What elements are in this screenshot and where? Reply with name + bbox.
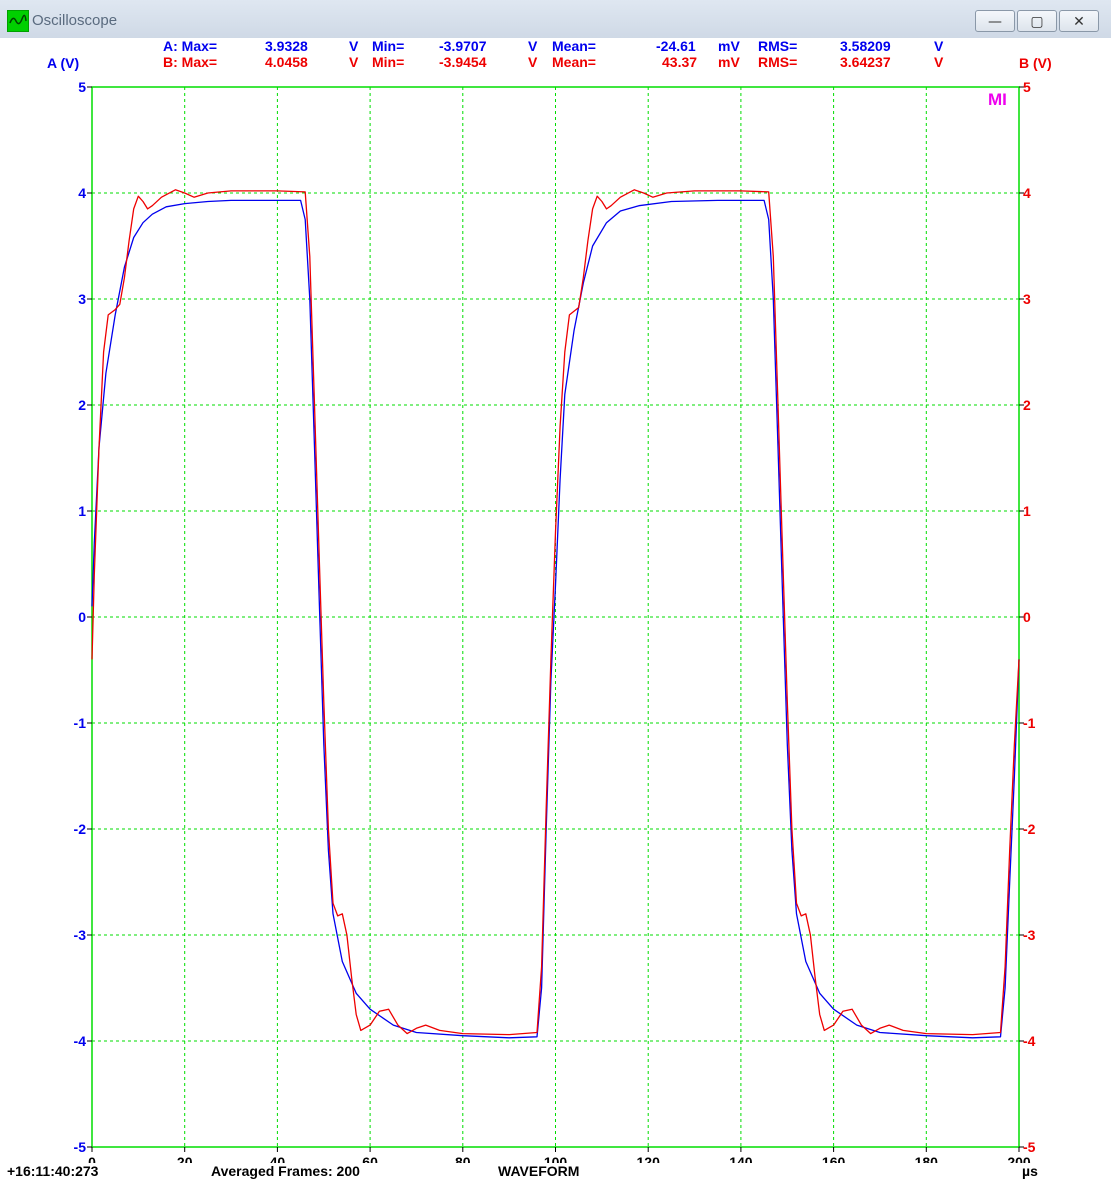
x-tick-label: 20	[177, 1154, 193, 1163]
b-rms-value: 3.64237	[840, 54, 891, 70]
a-min-value: -3.9707	[439, 38, 487, 54]
b-max-value: 4.0458	[265, 54, 308, 70]
a-min-unit: V	[528, 38, 538, 54]
right-tick-label: 5	[1023, 82, 1031, 95]
right-tick-label: -5	[1023, 1139, 1036, 1155]
x-tick-label: 200	[1007, 1154, 1031, 1163]
left-axis-ticks: 5 4 3 2 1 0 -1 -2 -3 -4 -5	[74, 82, 92, 1155]
right-tick-label: -4	[1023, 1033, 1036, 1049]
right-tick-label: -3	[1023, 927, 1036, 943]
b-mean-label: Mean=	[552, 54, 596, 70]
x-tick-label: 180	[915, 1154, 939, 1163]
left-axis-label: A (V)	[47, 55, 80, 71]
b-mean-unit: mV	[718, 54, 740, 70]
b-max-unit: V	[349, 54, 359, 70]
left-tick-label: 2	[78, 397, 86, 413]
a-rms-unit: V	[934, 38, 944, 54]
a-rms-value: 3.58209	[840, 38, 891, 54]
x-tick-label: 140	[729, 1154, 753, 1163]
right-tick-label: 2	[1023, 397, 1031, 413]
x-tick-label: 60	[362, 1154, 378, 1163]
x-tick-label: 120	[637, 1154, 661, 1163]
a-mean-value: -24.61	[656, 38, 696, 54]
left-tick-label: -5	[74, 1139, 87, 1155]
x-tick-label: 100	[544, 1154, 568, 1163]
averaged-frames: Averaged Frames: 200	[211, 1163, 360, 1179]
b-rms-unit: V	[934, 54, 944, 70]
marker-label: MI	[988, 90, 1007, 109]
x-tick-label: 0	[88, 1154, 96, 1163]
series-a-trace	[91, 199, 1020, 1039]
waveform-chart[interactable]: 5 4 3 2 1 0 -1 -2 -3 -4 -5 5 4 3 2 1 0 -1 -2 -3 -4 -5 0 20 40 6…	[0, 82, 1111, 1163]
left-tick-label: 1	[78, 503, 86, 519]
grid	[91, 86, 1020, 1148]
minimize-button[interactable]: —	[975, 10, 1015, 32]
left-tick-label: 0	[78, 609, 86, 625]
maximize-button[interactable]: ▢	[1017, 10, 1057, 32]
right-axis-ticks: 5 4 3 2 1 0 -1 -2 -3 -4 -5	[1019, 82, 1036, 1155]
left-tick-label: 4	[78, 185, 86, 201]
left-tick-label: -2	[74, 821, 87, 837]
a-rms-label: RMS=	[758, 38, 798, 54]
a-min-label: Min=	[372, 38, 405, 54]
right-tick-label: 1	[1023, 503, 1031, 519]
a-mean-label: Mean=	[552, 38, 596, 54]
x-tick-label: 80	[455, 1154, 471, 1163]
oscilloscope-icon	[7, 10, 29, 32]
right-tick-label: 0	[1023, 609, 1031, 625]
right-tick-label: 3	[1023, 291, 1031, 307]
x-tick-label: 40	[270, 1154, 286, 1163]
b-rms-label: RMS=	[758, 54, 798, 70]
left-tick-label: -3	[74, 927, 87, 943]
x-tick-label: 160	[822, 1154, 846, 1163]
right-tick-label: -2	[1023, 821, 1036, 837]
right-axis-label: B (V)	[1019, 55, 1052, 71]
left-tick-label: 3	[78, 291, 86, 307]
a-max-value: 3.9328	[265, 38, 308, 54]
b-min-value: -3.9454	[439, 54, 487, 70]
left-tick-label: -1	[74, 715, 87, 731]
b-max-label: B: Max=	[163, 54, 218, 70]
display-mode: WAVEFORM	[498, 1163, 580, 1179]
series-b-trace	[91, 189, 1020, 1036]
right-tick-label: -1	[1023, 715, 1036, 731]
x-axis-ticks: 0 20 40 60 80 100 120 140 160 180 200	[88, 1147, 1031, 1163]
right-tick-label: 4	[1023, 185, 1031, 201]
a-max-unit: V	[349, 38, 359, 54]
timestamp: +16:11:40:273	[7, 1163, 99, 1179]
left-tick-label: 5	[78, 82, 86, 95]
traces	[91, 189, 1020, 1039]
left-tick-label: -4	[74, 1033, 87, 1049]
close-button[interactable]: ✕	[1059, 10, 1099, 32]
a-mean-unit: mV	[718, 38, 740, 54]
b-min-unit: V	[528, 54, 538, 70]
measurement-panel: A: Max= 3.9328 V Min= -3.9707 V Mean= -2…	[0, 38, 1111, 82]
x-axis-unit: µs	[1022, 1163, 1038, 1179]
a-max-label: A: Max=	[163, 38, 218, 54]
title-bar: Oscilloscope — ▢ ✕	[0, 0, 1111, 38]
b-mean-value: 43.37	[662, 54, 698, 70]
window-title: Oscilloscope	[32, 12, 118, 29]
b-min-label: Min=	[372, 54, 405, 70]
